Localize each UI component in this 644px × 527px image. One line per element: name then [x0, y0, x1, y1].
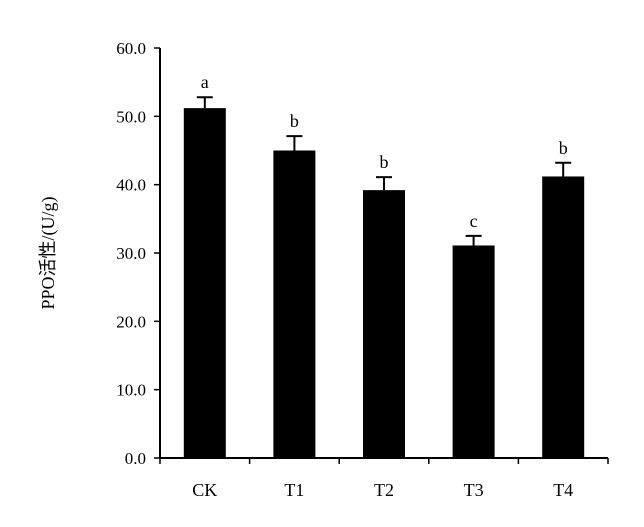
x-tick-label: T2 — [374, 480, 394, 500]
y-tick-label: 50.0 — [116, 107, 146, 126]
y-tick-label: 20.0 — [116, 312, 146, 331]
y-axis-title-group: PPO活性/(U/g) — [38, 196, 59, 309]
bar-t3 — [452, 245, 495, 458]
bar-t2 — [363, 190, 405, 458]
bar-t4 — [542, 176, 585, 458]
x-tick-label: T1 — [284, 480, 304, 500]
bar-ck — [183, 108, 226, 458]
y-tick-label: 30.0 — [116, 244, 146, 263]
y-tick-label: 40.0 — [116, 176, 146, 195]
bar-t1 — [273, 150, 316, 458]
significance-label: c — [470, 211, 478, 231]
significance-label: b — [290, 111, 299, 131]
plot-area: 0.0 10.0 20.0 30.0 40.0 50.0 60.0 a CK b T1 b T2 c T3 b… — [116, 39, 609, 500]
x-tick-label: CK — [192, 480, 217, 500]
x-tick-label: T3 — [464, 480, 484, 500]
significance-label: b — [559, 138, 568, 158]
y-tick-label: 60.0 — [116, 39, 146, 58]
x-tick-label: T4 — [553, 480, 573, 500]
y-axis-title: PPO活性/(U/g) — [38, 196, 59, 309]
significance-label: b — [380, 152, 389, 172]
significance-label: a — [201, 72, 209, 92]
y-tick-label: 10.0 — [116, 381, 146, 400]
y-tick-label: 0.0 — [125, 449, 146, 468]
